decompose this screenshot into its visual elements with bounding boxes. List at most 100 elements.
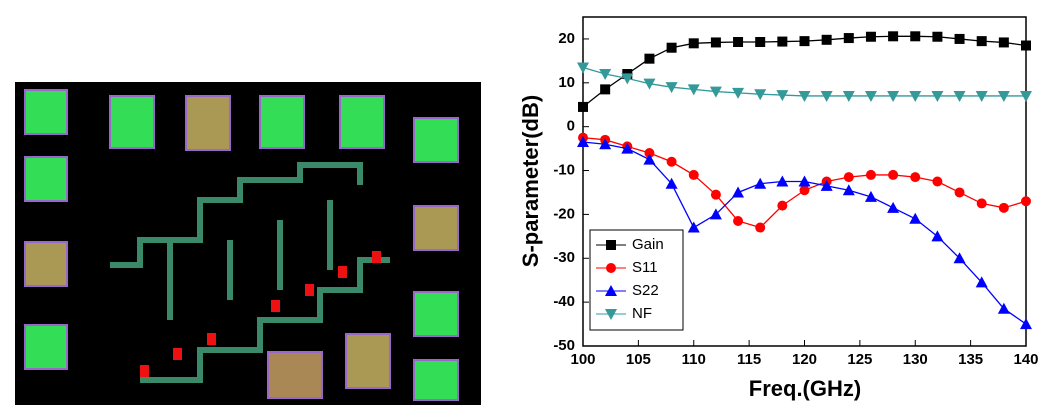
x-tick-label: 100 (570, 351, 595, 368)
marker (909, 90, 922, 102)
marker (997, 302, 1010, 314)
marker (666, 156, 677, 167)
y-tick-label: 20 (558, 30, 575, 47)
marker (975, 90, 988, 102)
marker (799, 185, 810, 196)
marker (1021, 40, 1031, 51)
marker (888, 31, 899, 42)
marker (644, 53, 655, 64)
legend-label: S22 (632, 282, 659, 299)
marker (1020, 318, 1032, 330)
marker (578, 101, 588, 112)
marker (1021, 196, 1031, 207)
marker (733, 215, 744, 226)
marker (599, 69, 612, 81)
legend-marker (606, 263, 616, 273)
marker (910, 31, 921, 42)
marker (643, 78, 656, 90)
marker (600, 84, 611, 95)
marker (998, 202, 1009, 213)
marker (733, 37, 744, 48)
marker (842, 90, 855, 102)
legend-label: NF (632, 305, 652, 322)
x-tick-label: 135 (958, 351, 983, 368)
marker (931, 90, 944, 102)
marker (688, 169, 699, 180)
marker (954, 187, 965, 198)
legend-box (589, 229, 684, 331)
marker (665, 177, 678, 189)
marker (798, 175, 811, 187)
legend-label: S11 (632, 259, 658, 276)
marker (732, 186, 745, 198)
marker (644, 147, 655, 158)
marker (1020, 90, 1032, 102)
marker (864, 90, 877, 102)
marker (665, 82, 678, 94)
marker (776, 90, 789, 102)
marker (621, 142, 634, 154)
marker (976, 36, 987, 47)
marker (820, 179, 833, 191)
x-tick-label: 140 (1013, 351, 1038, 368)
marker (842, 184, 855, 196)
marker (931, 230, 944, 242)
marker (954, 33, 965, 44)
marker (932, 31, 943, 42)
marker (755, 222, 766, 233)
marker (599, 138, 612, 150)
marker (666, 42, 677, 53)
y-tick-label: -30 (553, 249, 575, 266)
marker (887, 90, 900, 102)
y-tick-label: -10 (553, 162, 575, 179)
x-tick-label: 125 (847, 351, 872, 368)
y-tick-label: 0 (567, 118, 575, 135)
x-axis-label: Freq.(GHz) (749, 376, 861, 401)
legend: Gain S11 S22 NF (589, 229, 684, 331)
marker (865, 169, 876, 180)
marker (932, 176, 943, 187)
marker (687, 84, 700, 96)
legend-marker (606, 240, 616, 250)
marker (577, 62, 589, 74)
marker (688, 38, 699, 49)
marker (820, 90, 833, 102)
y-tick-label: 10 (558, 74, 575, 91)
y-tick-label: -40 (553, 293, 575, 310)
marker (821, 34, 832, 45)
marker (865, 31, 876, 42)
legend-marker (605, 309, 617, 320)
marker (910, 172, 921, 183)
marker (776, 175, 789, 187)
x-tick-label: 130 (903, 351, 928, 368)
marker (909, 212, 922, 224)
marker (577, 136, 589, 148)
marker (975, 276, 988, 288)
marker (777, 36, 788, 47)
marker (732, 87, 745, 99)
x-tick-label: 115 (737, 351, 761, 368)
y-axis-label: S-parameter(dB) (518, 95, 543, 267)
marker (798, 90, 811, 102)
x-tick-label: 110 (682, 351, 706, 368)
marker (843, 172, 854, 183)
marker (709, 86, 722, 98)
marker (998, 37, 1009, 48)
marker (754, 89, 767, 101)
marker (888, 169, 899, 180)
marker (687, 221, 700, 233)
marker (710, 37, 721, 48)
marker (709, 208, 722, 220)
marker (887, 201, 900, 213)
marker (799, 36, 810, 47)
marker (710, 189, 721, 200)
legend-label: Gain (632, 236, 664, 253)
marker (997, 90, 1010, 102)
marker (755, 37, 766, 48)
marker (621, 73, 634, 85)
marker (843, 33, 854, 44)
marker (976, 198, 987, 209)
chip-layout (15, 82, 481, 405)
marker (754, 177, 767, 189)
